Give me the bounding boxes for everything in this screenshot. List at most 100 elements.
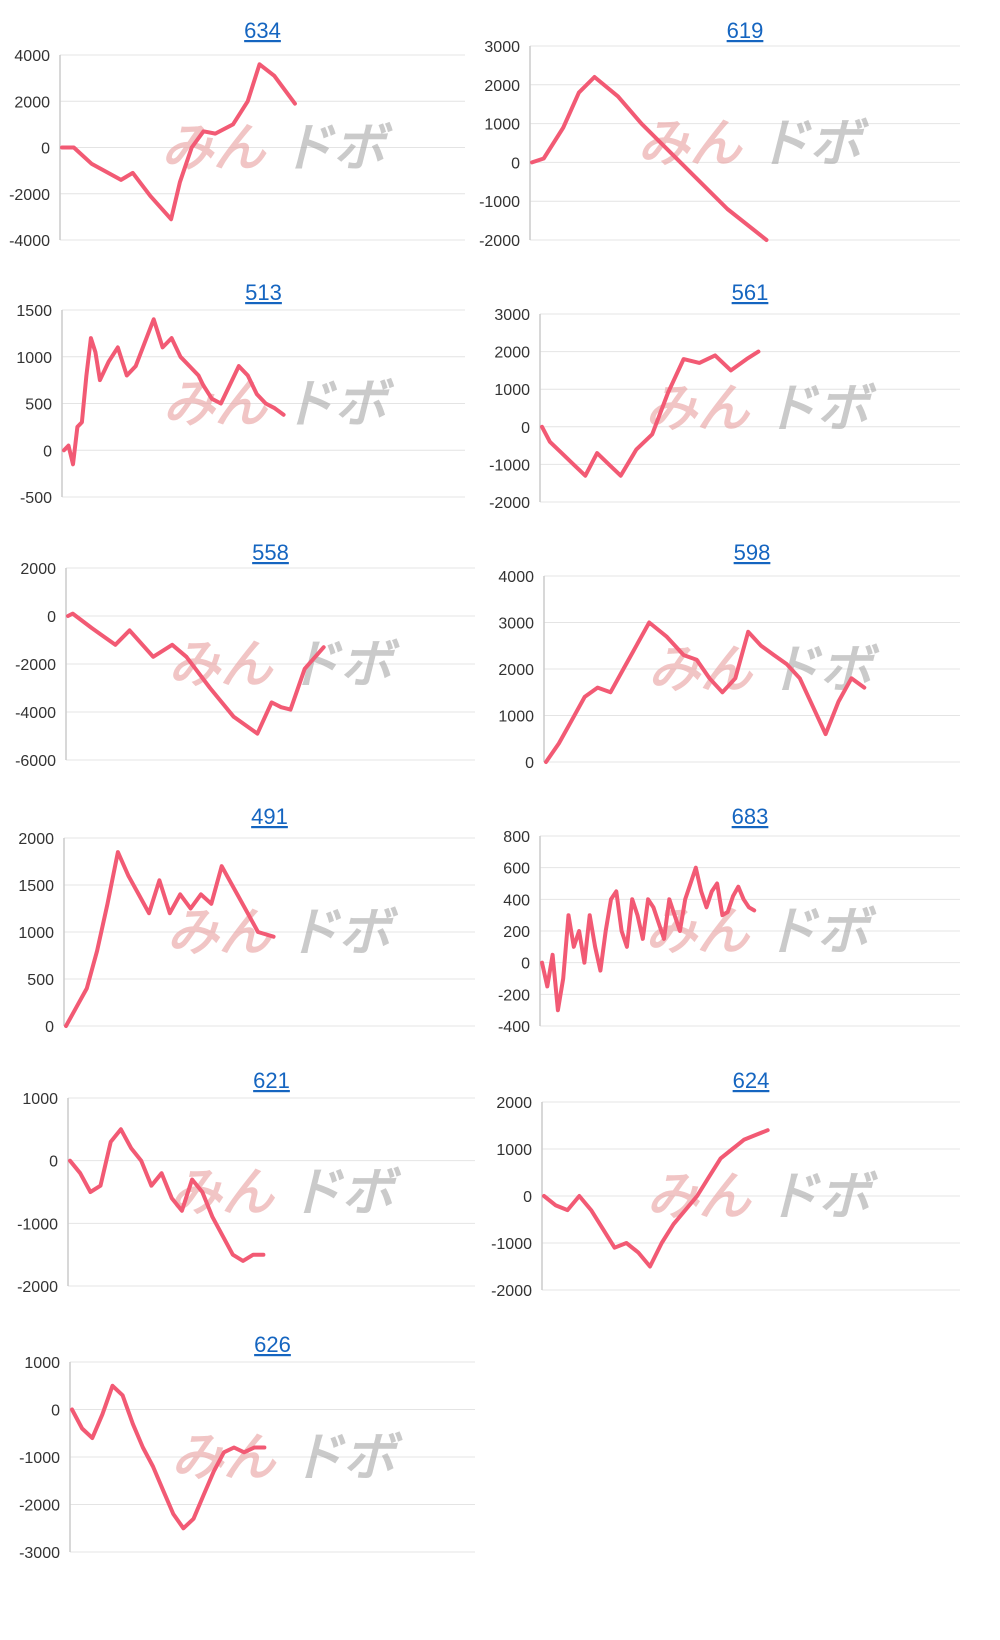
chart-title-link[interactable]: 624 xyxy=(733,1068,770,1093)
y-tick-label: 0 xyxy=(521,956,530,973)
watermark-logo-part2: ドボ xyxy=(765,379,877,439)
y-tick-label: 1500 xyxy=(16,303,52,320)
y-tick-label: -4000 xyxy=(9,233,50,250)
series-line xyxy=(540,349,761,478)
chart-svg: 619 3000 2000 1000 0 -1000 -2000 みん ドボ xyxy=(479,18,960,250)
watermark-logo-part1: みん xyxy=(647,1167,753,1227)
y-tick-label: 200 xyxy=(503,924,530,941)
y-tick-label: -2000 xyxy=(19,1498,60,1515)
series-line xyxy=(530,75,769,242)
chart-svg: 624 2000 1000 0 -1000 -2000 みん ドボ xyxy=(491,1068,960,1300)
y-tick-label: -3000 xyxy=(19,1545,60,1562)
chart-title-link[interactable]: 619 xyxy=(727,18,764,43)
watermark-logo-part2: ドボ xyxy=(758,114,870,174)
y-tick-label: 0 xyxy=(511,155,520,172)
y-tick-label: 1000 xyxy=(18,925,54,942)
series-line xyxy=(544,620,867,764)
chart-title-link[interactable]: 621 xyxy=(253,1068,290,1093)
chart-panel-626: 626 1000 0 -1000 -2000 -3000 みん ドボ xyxy=(0,1314,480,1576)
series-line xyxy=(68,1127,266,1263)
chart-title-link[interactable]: 598 xyxy=(734,540,771,565)
y-tick-label: -1000 xyxy=(479,194,520,211)
chart-title-link[interactable]: 634 xyxy=(244,18,281,43)
y-tick-label: -2000 xyxy=(491,1283,532,1300)
chart-svg: 558 2000 0 -2000 -4000 -6000 みん ドボ xyxy=(15,540,475,770)
y-tick-label: 0 xyxy=(43,443,52,460)
y-tick-label: 1500 xyxy=(18,878,54,895)
y-tick-label: 4000 xyxy=(498,569,534,586)
y-tick-label: 0 xyxy=(49,1154,58,1171)
chart-title-link[interactable]: 558 xyxy=(252,540,289,565)
y-tick-label: -4000 xyxy=(15,705,56,722)
watermark-logo-part2: ドボ xyxy=(765,902,877,962)
chart-svg: 634 4000 2000 0 -2000 -4000 みん ドボ xyxy=(9,18,465,250)
chart-panel-619: 619 3000 2000 1000 0 -1000 -2000 みん ドボ xyxy=(479,0,970,260)
y-tick-label: 1000 xyxy=(16,350,52,367)
y-tick-label: 2000 xyxy=(484,78,520,95)
watermark-logo-part1: みん xyxy=(168,635,274,695)
chart-title-link[interactable]: 491 xyxy=(251,804,288,829)
y-tick-label: 0 xyxy=(525,755,534,772)
series-line xyxy=(542,1128,770,1269)
chart-panel-634: 634 4000 2000 0 -2000 -4000 みん ドボ xyxy=(0,0,470,260)
watermark-logo-part1: みん xyxy=(171,1428,277,1488)
y-tick-label: 0 xyxy=(45,1019,54,1036)
y-tick-label: -6000 xyxy=(15,753,56,770)
watermark-logo-part1: みん xyxy=(638,114,744,174)
y-tick-label: 0 xyxy=(523,1189,532,1206)
y-tick-label: -1000 xyxy=(19,1450,60,1467)
y-tick-label: 2000 xyxy=(496,1095,532,1112)
chart-panel-683: 683 800 600 400 200 0 -200 -400 みん ドボ xyxy=(480,786,970,1048)
y-tick-label: -2000 xyxy=(479,233,520,250)
y-tick-label: -2000 xyxy=(17,1279,58,1296)
y-tick-label: -2000 xyxy=(15,657,56,674)
watermark-logo-part2: ドボ xyxy=(288,635,400,695)
y-tick-label: 2000 xyxy=(20,561,56,578)
y-tick-label: 2000 xyxy=(14,94,50,111)
y-tick-label: 0 xyxy=(47,609,56,626)
y-tick-label: 4000 xyxy=(14,48,50,65)
y-tick-label: 1000 xyxy=(22,1091,58,1108)
chart-panel-513: 513 1500 1000 500 0 -500 みん ドボ xyxy=(0,262,470,522)
series-line xyxy=(66,611,326,736)
chart-title-link[interactable]: 561 xyxy=(732,280,769,305)
y-tick-label: 800 xyxy=(503,829,530,846)
y-tick-label: -200 xyxy=(498,987,530,1004)
watermark-logo-part2: ドボ xyxy=(767,1167,879,1227)
y-tick-label: -2000 xyxy=(489,495,530,512)
chart-svg: 626 1000 0 -1000 -2000 -3000 みん ドボ xyxy=(19,1332,475,1562)
y-tick-label: -1000 xyxy=(17,1216,58,1233)
y-tick-label: 2000 xyxy=(494,345,530,362)
series-line xyxy=(70,1383,267,1531)
y-tick-label: 600 xyxy=(503,861,530,878)
y-tick-label: 3000 xyxy=(484,39,520,56)
y-tick-label: 2000 xyxy=(498,662,534,679)
y-tick-label: 500 xyxy=(27,972,54,989)
watermark-logo-part2: ドボ xyxy=(281,119,393,179)
y-tick-label: 1000 xyxy=(484,117,520,134)
series-line xyxy=(60,62,297,222)
watermark-logo-part2: ドボ xyxy=(287,903,399,963)
chart-panel-561: 561 3000 2000 1000 0 -1000 -2000 みん ドボ xyxy=(480,262,970,522)
chart-panel-491: 491 2000 1500 1000 500 0 みん ドボ xyxy=(0,786,480,1048)
y-tick-label: -500 xyxy=(20,490,52,507)
watermark-logo-part2: ドボ xyxy=(291,1428,403,1488)
y-tick-label: 3000 xyxy=(494,307,530,324)
y-tick-label: 0 xyxy=(51,1403,60,1420)
y-tick-label: 0 xyxy=(521,420,530,437)
y-tick-label: 0 xyxy=(41,141,50,158)
y-tick-label: -2000 xyxy=(9,187,50,204)
series-line xyxy=(62,317,286,467)
watermark-logo-part2: ドボ xyxy=(290,1163,402,1223)
watermark-logo-part1: みん xyxy=(167,903,273,963)
y-tick-label: 3000 xyxy=(498,616,534,633)
chart-title-link[interactable]: 513 xyxy=(245,280,282,305)
y-tick-label: 500 xyxy=(25,397,52,414)
chart-title-link[interactable]: 683 xyxy=(732,804,769,829)
chart-panel-598: 598 4000 3000 2000 1000 0 みん ドボ xyxy=(480,522,970,784)
series-line xyxy=(64,850,276,1028)
chart-title-link[interactable]: 626 xyxy=(254,1332,291,1357)
